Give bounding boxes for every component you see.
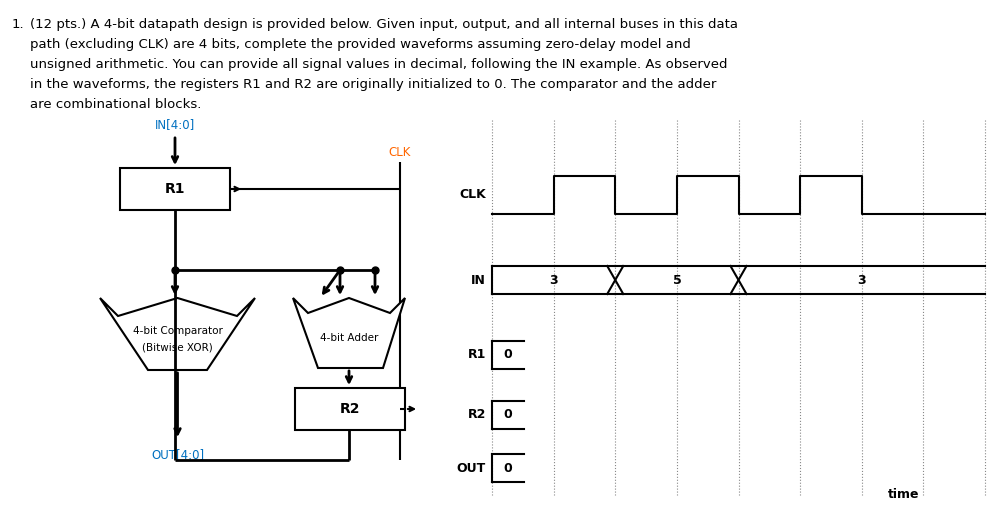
Text: 4-bit Adder: 4-bit Adder (319, 333, 378, 343)
Polygon shape (295, 388, 405, 430)
Text: in the waveforms, the registers R1 and R2 are originally initialized to 0. The c: in the waveforms, the registers R1 and R… (30, 78, 716, 91)
Text: path (excluding CLK) are 4 bits, complete the provided waveforms assuming zero-d: path (excluding CLK) are 4 bits, complet… (30, 38, 691, 51)
Text: time: time (888, 488, 920, 502)
Polygon shape (100, 298, 255, 370)
Text: are combinational blocks.: are combinational blocks. (30, 98, 202, 111)
Text: (12 pts.) A 4-bit datapath design is provided below. Given input, output, and al: (12 pts.) A 4-bit datapath design is pro… (30, 18, 738, 31)
Text: OUT[4:0]: OUT[4:0] (151, 449, 204, 461)
Text: 1.: 1. (12, 18, 25, 31)
Text: CLK: CLK (389, 145, 411, 158)
Text: 0: 0 (503, 408, 512, 422)
Text: R2: R2 (468, 408, 486, 422)
Polygon shape (120, 168, 230, 210)
Text: (Bitwise XOR): (Bitwise XOR) (142, 342, 213, 352)
Text: 3: 3 (857, 274, 866, 287)
Text: IN: IN (471, 274, 486, 287)
Text: 4-bit Comparator: 4-bit Comparator (133, 326, 223, 336)
Text: unsigned arithmetic. You can provide all signal values in decimal, following the: unsigned arithmetic. You can provide all… (30, 58, 728, 71)
Text: 3: 3 (549, 274, 558, 287)
Text: 0: 0 (503, 461, 512, 474)
Text: 5: 5 (673, 274, 681, 287)
Text: R1: R1 (165, 182, 185, 196)
Text: CLK: CLK (459, 188, 486, 201)
Text: IN[4:0]: IN[4:0] (155, 119, 195, 131)
Text: R2: R2 (340, 402, 360, 416)
Text: OUT: OUT (457, 461, 486, 474)
Text: R1: R1 (468, 348, 486, 361)
Polygon shape (293, 298, 405, 368)
Text: 0: 0 (503, 348, 512, 361)
